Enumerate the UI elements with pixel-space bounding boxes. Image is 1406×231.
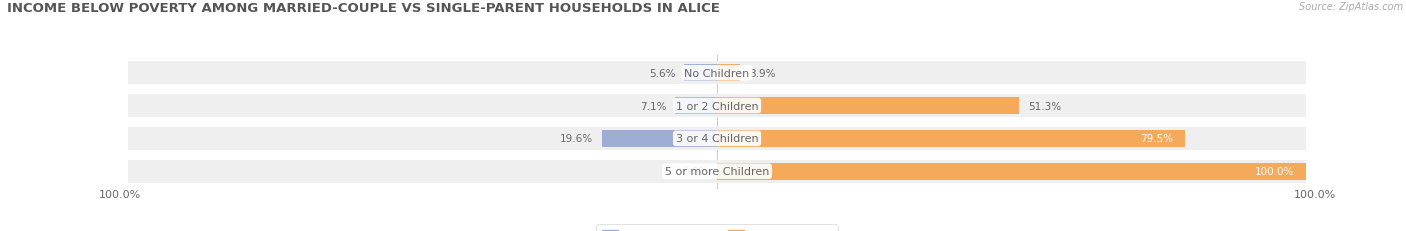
Text: 0.0%: 0.0% [682,167,709,176]
Bar [128,127,1306,150]
Bar [602,130,717,147]
Bar [128,62,1306,85]
Bar [685,65,717,82]
Bar [675,97,717,115]
Bar [128,95,1306,118]
Text: 3 or 4 Children: 3 or 4 Children [676,134,758,144]
Bar [717,65,740,82]
Bar [717,163,1306,180]
Text: 5 or more Children: 5 or more Children [665,167,769,176]
Text: 7.1%: 7.1% [640,101,666,111]
Bar [717,130,1185,147]
Text: 3.9%: 3.9% [749,68,775,78]
Text: Source: ZipAtlas.com: Source: ZipAtlas.com [1299,2,1403,12]
Bar [717,97,1019,115]
Text: No Children: No Children [685,68,749,78]
Text: INCOME BELOW POVERTY AMONG MARRIED-COUPLE VS SINGLE-PARENT HOUSEHOLDS IN ALICE: INCOME BELOW POVERTY AMONG MARRIED-COUPL… [7,2,720,15]
Bar [128,160,1306,183]
Text: 100.0%: 100.0% [1256,167,1295,176]
Text: 100.0%: 100.0% [1294,189,1336,199]
Text: 79.5%: 79.5% [1140,134,1174,144]
Text: 51.3%: 51.3% [1028,101,1062,111]
Text: 19.6%: 19.6% [560,134,593,144]
Text: 1 or 2 Children: 1 or 2 Children [676,101,758,111]
Text: 5.6%: 5.6% [648,68,675,78]
Legend: Married Couples, Single Parents: Married Couples, Single Parents [596,225,838,231]
Text: 100.0%: 100.0% [98,189,141,199]
